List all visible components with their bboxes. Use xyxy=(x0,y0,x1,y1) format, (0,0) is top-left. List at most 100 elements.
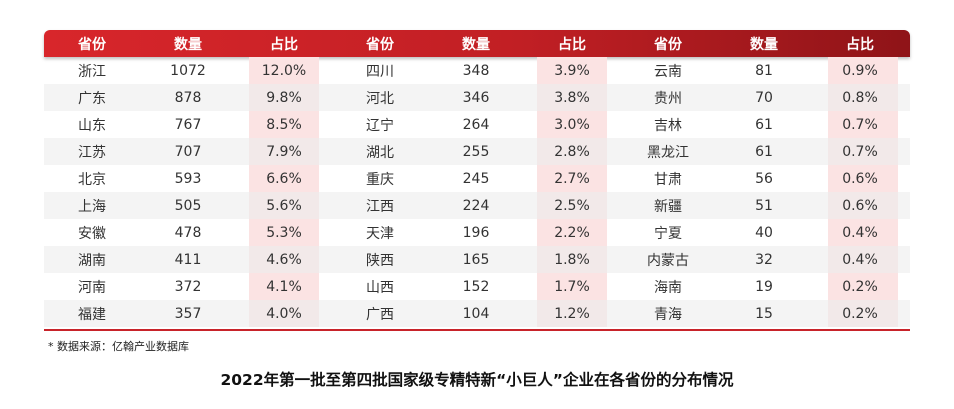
count-cell: 411 xyxy=(174,251,202,268)
header-province-1: 省份 xyxy=(78,36,106,53)
header-share-1: 占比 xyxy=(270,36,298,53)
count-cell: 56 xyxy=(755,170,773,187)
share-cell: 5.6% xyxy=(266,197,302,214)
table-body: 浙江 1072 12.0% 四川 348 3.9% 云南 81 0.9% 广东 878 9.8% 河北 3… xyxy=(44,57,910,327)
share-cell: 1.8% xyxy=(554,251,590,268)
count-cell: 61 xyxy=(755,143,773,160)
province-cell: 河南 xyxy=(78,279,106,296)
count-cell: 152 xyxy=(462,278,490,295)
share-cell: 2.7% xyxy=(554,170,590,187)
province-cell: 河北 xyxy=(366,90,394,107)
share-cell: 4.1% xyxy=(266,278,302,295)
province-cell: 内蒙古 xyxy=(647,252,689,269)
share-cell: 0.4% xyxy=(842,251,878,268)
share-cell: 2.2% xyxy=(554,224,590,241)
table-row: 江苏 707 7.9% 湖北 255 2.8% 黑龙江 61 0.7% xyxy=(44,138,910,165)
share-cell: 6.6% xyxy=(266,170,302,187)
province-distribution-table: 省份 数量 占比 省份 数量 占比 省份 数量 占比 浙江 1072 12.0% 四川… xyxy=(44,30,910,331)
province-cell: 广东 xyxy=(78,90,106,107)
province-cell: 浙江 xyxy=(78,63,106,80)
count-cell: 165 xyxy=(462,251,490,268)
count-cell: 593 xyxy=(174,170,202,187)
province-cell: 重庆 xyxy=(366,171,394,188)
province-cell: 山东 xyxy=(78,117,106,134)
count-cell: 70 xyxy=(755,89,773,106)
share-cell: 0.6% xyxy=(842,170,878,187)
share-cell: 0.7% xyxy=(842,143,878,160)
province-cell: 天津 xyxy=(366,225,394,242)
table-caption: 2022年第一批至第四批国家级专精特新“小巨人”企业在各省份的分布情况 xyxy=(220,371,734,389)
header-share-3: 占比 xyxy=(846,36,874,53)
share-cell: 5.3% xyxy=(266,224,302,241)
count-cell: 346 xyxy=(462,89,490,106)
count-cell: 255 xyxy=(462,143,490,160)
share-cell: 0.7% xyxy=(842,116,878,133)
share-cell: 1.7% xyxy=(554,278,590,295)
table-header: 省份 数量 占比 省份 数量 占比 省份 数量 占比 xyxy=(44,30,910,57)
table-row: 浙江 1072 12.0% 四川 348 3.9% 云南 81 0.9% xyxy=(44,57,910,84)
share-cell: 9.8% xyxy=(266,89,302,106)
header-count-3: 数量 xyxy=(750,36,778,53)
share-cell: 3.0% xyxy=(554,116,590,133)
count-cell: 19 xyxy=(755,278,773,295)
count-cell: 264 xyxy=(462,116,490,133)
share-cell: 0.4% xyxy=(842,224,878,241)
share-cell: 2.8% xyxy=(554,143,590,160)
share-cell: 8.5% xyxy=(266,116,302,133)
share-cell: 3.9% xyxy=(554,62,590,79)
count-cell: 878 xyxy=(174,89,202,106)
count-cell: 478 xyxy=(174,224,202,241)
table-row: 湖南 411 4.6% 陕西 165 1.8% 内蒙古 32 0.4% xyxy=(44,246,910,273)
share-cell: 3.8% xyxy=(554,89,590,106)
count-cell: 707 xyxy=(174,143,202,160)
data-source-note: * 数据来源：亿翰产业数据库 xyxy=(48,340,189,353)
share-cell: 7.9% xyxy=(266,143,302,160)
province-cell: 陕西 xyxy=(366,252,394,269)
count-cell: 40 xyxy=(755,224,773,241)
province-cell: 黑龙江 xyxy=(647,144,689,161)
province-cell: 山西 xyxy=(366,279,394,296)
province-cell: 青海 xyxy=(654,306,682,323)
share-cell: 0.2% xyxy=(842,305,878,322)
province-cell: 海南 xyxy=(654,279,682,296)
count-cell: 372 xyxy=(174,278,202,295)
share-cell: 2.5% xyxy=(554,197,590,214)
share-cell: 4.0% xyxy=(266,305,302,322)
share-cell: 0.6% xyxy=(842,197,878,214)
province-cell: 四川 xyxy=(366,63,394,80)
count-cell: 245 xyxy=(462,170,490,187)
table-row: 山东 767 8.5% 辽宁 264 3.0% 吉林 61 0.7% xyxy=(44,111,910,138)
province-cell: 北京 xyxy=(78,171,106,188)
count-cell: 348 xyxy=(462,62,490,79)
share-cell: 0.2% xyxy=(842,278,878,295)
table-row: 福建 357 4.0% 广西 104 1.2% 青海 15 0.2% xyxy=(44,300,910,327)
province-cell: 新疆 xyxy=(654,198,682,215)
province-cell: 上海 xyxy=(78,198,106,215)
header-province-2: 省份 xyxy=(366,36,394,53)
province-cell: 福建 xyxy=(78,306,106,323)
count-cell: 51 xyxy=(755,197,773,214)
province-cell: 云南 xyxy=(654,63,682,80)
share-cell: 0.8% xyxy=(842,89,878,106)
count-cell: 767 xyxy=(174,116,202,133)
table-row: 广东 878 9.8% 河北 346 3.8% 贵州 70 0.8% xyxy=(44,84,910,111)
header-share-2: 占比 xyxy=(558,36,586,53)
province-cell: 广西 xyxy=(366,306,394,323)
count-cell: 15 xyxy=(755,305,773,322)
share-cell: 12.0% xyxy=(261,62,307,79)
table-row: 上海 505 5.6% 江西 224 2.5% 新疆 51 0.6% xyxy=(44,192,910,219)
count-cell: 357 xyxy=(174,305,202,322)
province-cell: 湖北 xyxy=(366,144,394,161)
share-cell: 0.9% xyxy=(842,62,878,79)
province-cell: 辽宁 xyxy=(366,117,394,134)
count-cell: 505 xyxy=(174,197,202,214)
count-cell: 32 xyxy=(755,251,773,268)
count-cell: 224 xyxy=(462,197,490,214)
province-cell: 湖南 xyxy=(78,252,106,269)
count-cell: 1072 xyxy=(170,62,206,79)
table-row: 北京 593 6.6% 重庆 245 2.7% 甘肃 56 0.6% xyxy=(44,165,910,192)
header-count-1: 数量 xyxy=(174,36,202,53)
province-cell: 安徽 xyxy=(78,225,106,242)
table-bottom-rule xyxy=(44,329,910,331)
province-cell: 江苏 xyxy=(78,144,106,161)
